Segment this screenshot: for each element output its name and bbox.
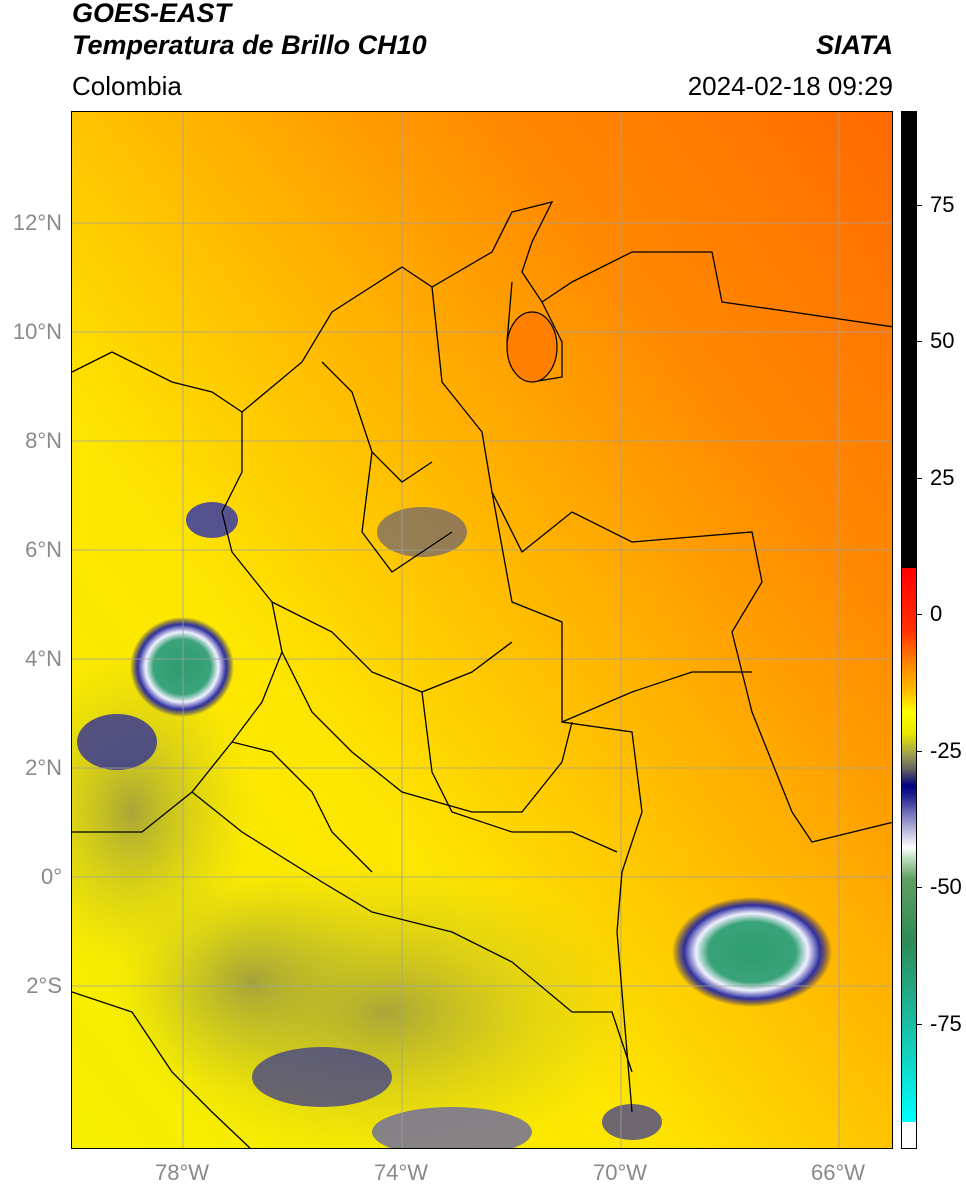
lon-label-66w: 66°W xyxy=(810,1160,866,1185)
cb-tick-m75 xyxy=(916,1024,922,1025)
cb-label-75: 75 xyxy=(930,192,955,217)
cb-label-50: 50 xyxy=(930,328,955,353)
cb-tick-50 xyxy=(916,341,922,342)
lat-label-4n: 4°N xyxy=(25,646,62,671)
lon-label-70w: 70°W xyxy=(592,1160,648,1185)
lat-label-2n: 2°N xyxy=(25,755,62,780)
cb-tick-25 xyxy=(916,478,922,479)
cb-label-m50: -50 xyxy=(930,874,962,899)
cb-label-m75: -75 xyxy=(930,1011,962,1036)
cb-label-0: 0 xyxy=(930,601,943,626)
cb-tick-m50 xyxy=(916,887,922,888)
lat-label-6n: 6°N xyxy=(25,537,62,562)
colorbar xyxy=(901,111,917,1149)
satellite-map xyxy=(71,111,893,1149)
map-canvas xyxy=(72,112,892,1148)
cb-label-m25: -25 xyxy=(930,738,962,763)
lon-label-74w: 74°W xyxy=(373,1160,429,1185)
region-label: Colombia xyxy=(72,71,182,101)
org-label: SIATA xyxy=(816,30,893,60)
lat-label-12n: 12°N xyxy=(12,210,62,235)
lat-label-10n: 10°N xyxy=(12,319,62,344)
title-line2: Temperatura de Brillo CH10 xyxy=(72,30,427,60)
title-line1: GOES-EAST xyxy=(72,0,232,28)
lon-label-78w: 78°W xyxy=(154,1160,210,1185)
country-boundaries xyxy=(72,201,892,1148)
lat-label-2s: 2°S xyxy=(26,973,62,998)
datetime-label: 2024-02-18 09:29 xyxy=(687,71,893,101)
cb-tick-m25 xyxy=(916,751,922,752)
lat-label-0: 0° xyxy=(40,864,62,889)
cb-tick-75 xyxy=(916,205,922,206)
cb-label-25: 25 xyxy=(930,465,955,490)
lat-label-8n: 8°N xyxy=(25,428,62,453)
storm-cell xyxy=(130,617,234,717)
cb-tick-0 xyxy=(916,614,922,615)
